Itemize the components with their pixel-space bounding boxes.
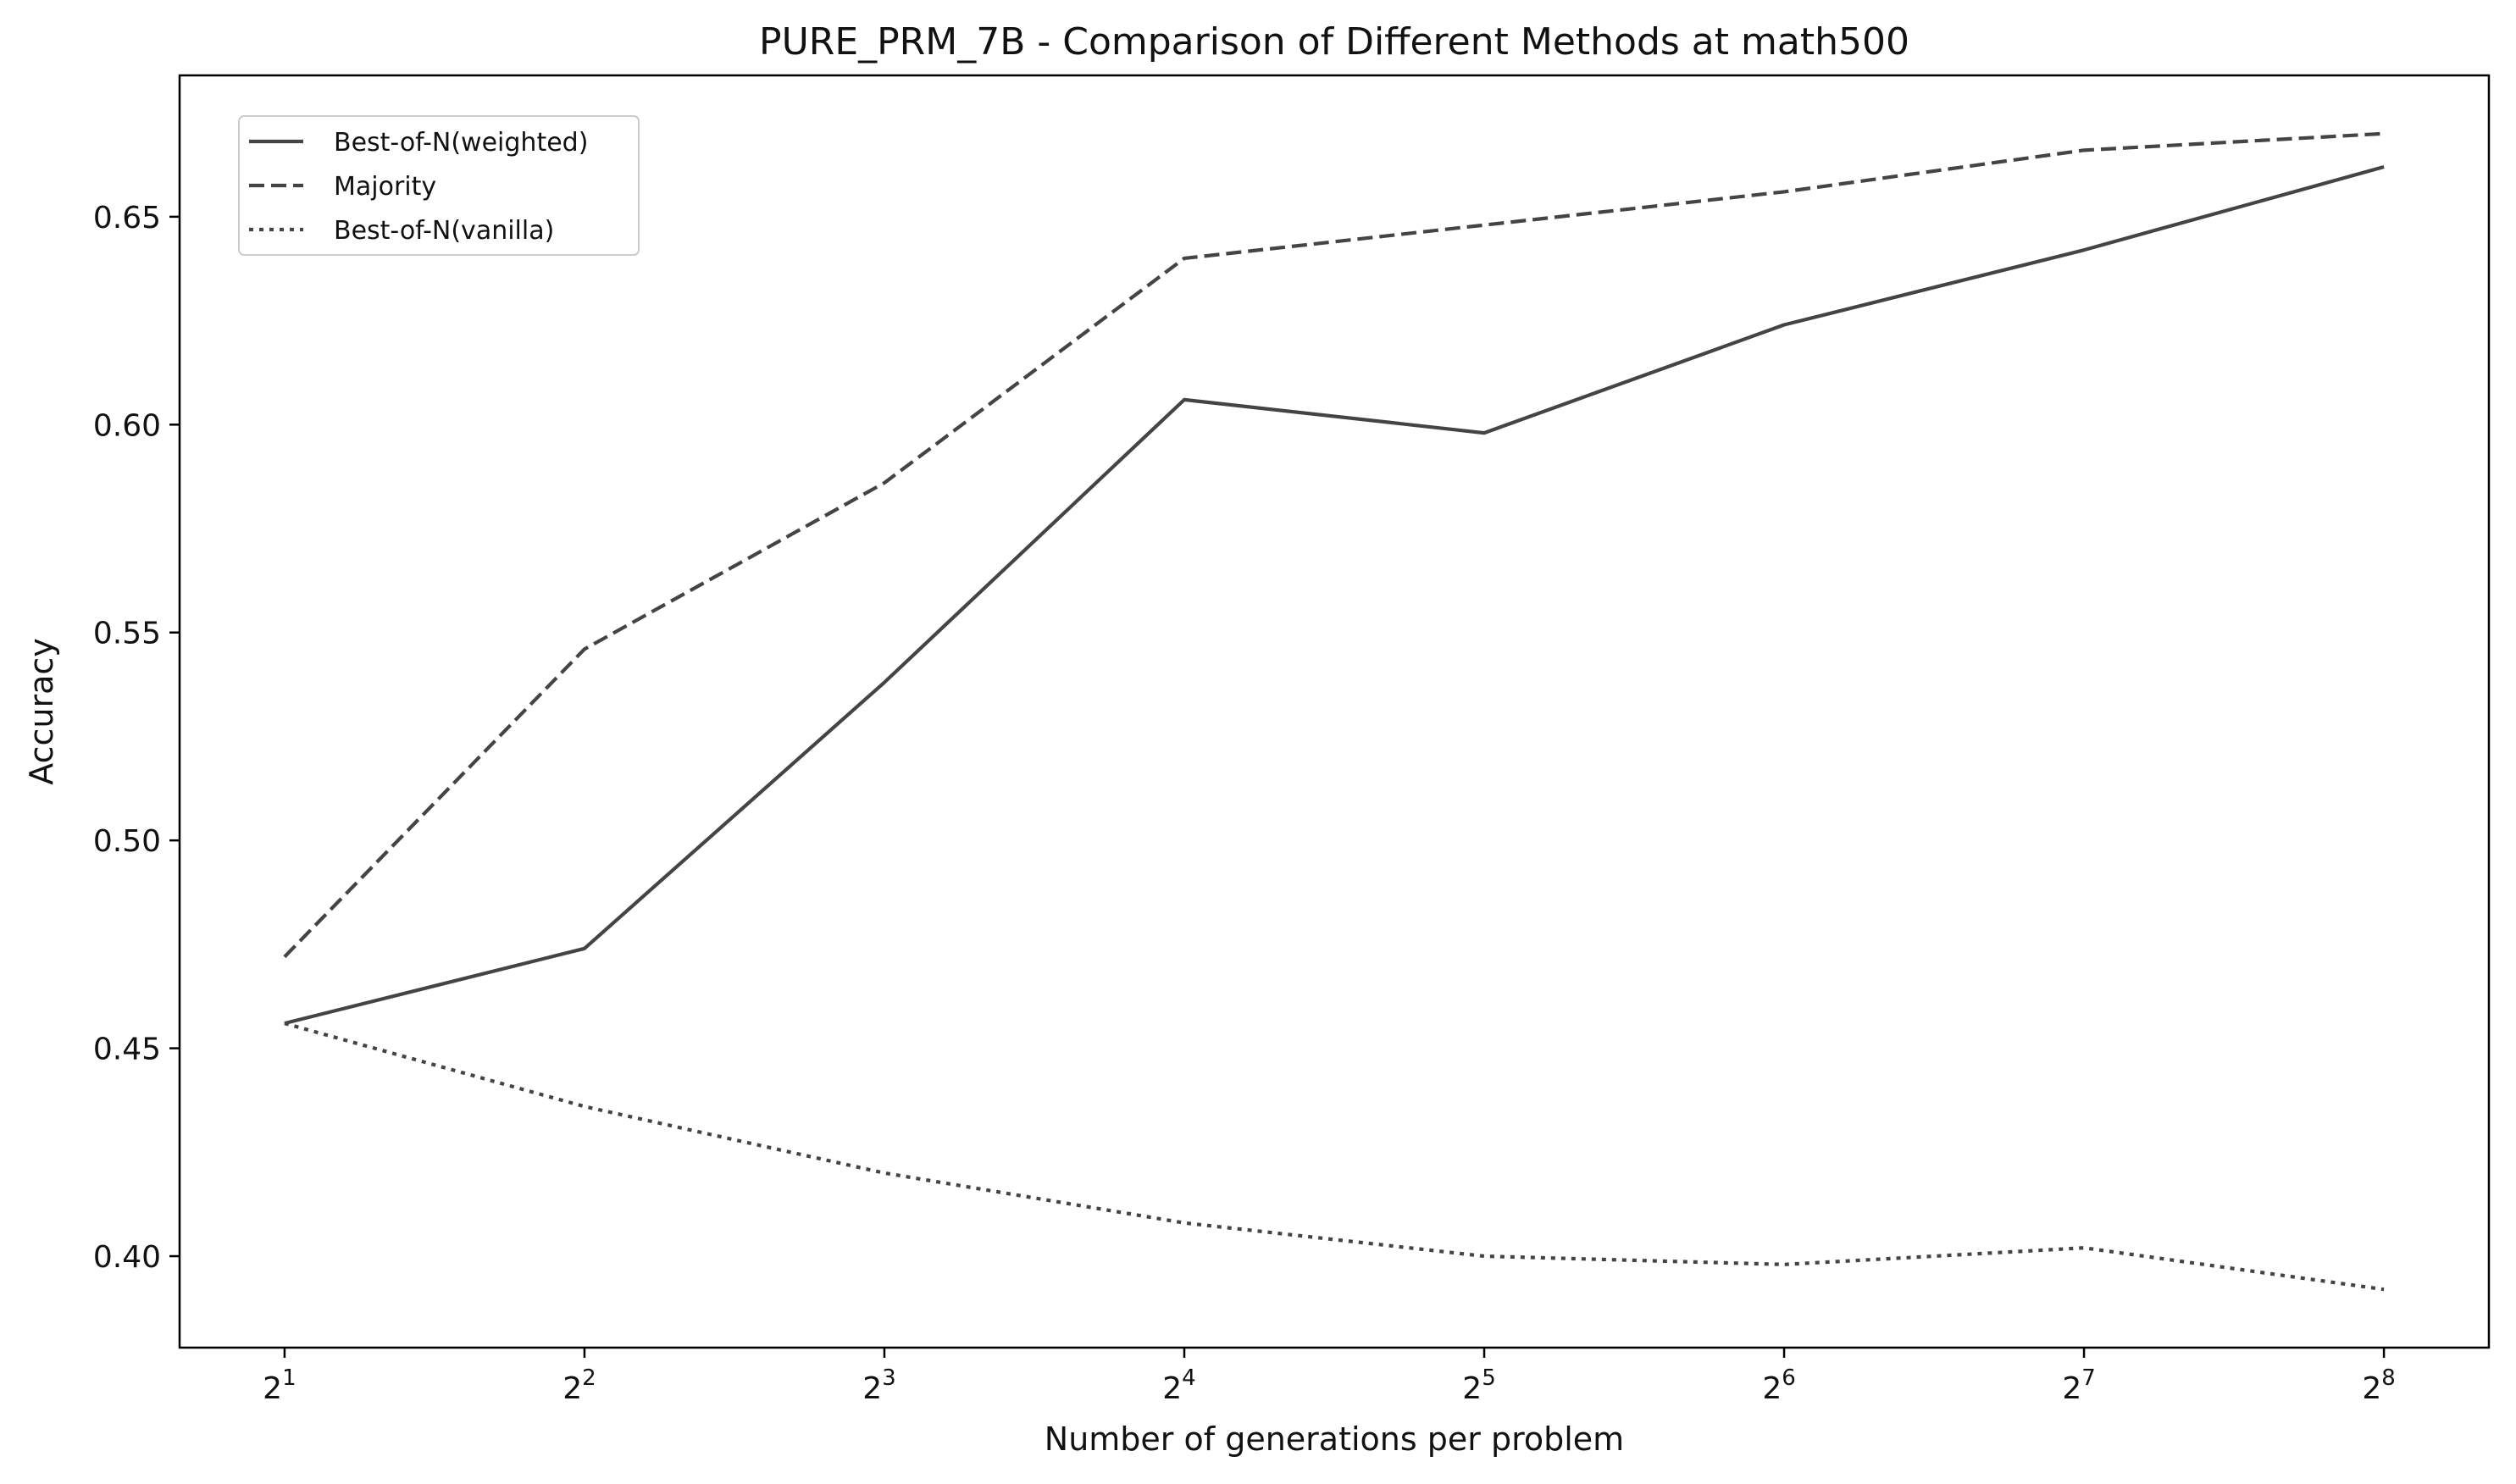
x-tick-label-base: 2 [263, 1371, 282, 1406]
x-tick-label-base: 2 [562, 1371, 582, 1406]
legend-label: Best-of-N(weighted) [334, 128, 588, 158]
x-tick-label-exponent: 8 [2381, 1365, 2396, 1391]
x-tick-label: 27 [2062, 1365, 2095, 1406]
chart-title: PURE_PRM_7B - Comparison of Different Me… [759, 20, 1909, 64]
y-tick-label: 0.40 [93, 1240, 161, 1275]
x-tick-label-exponent: 3 [882, 1365, 896, 1391]
x-tick-label: 24 [1162, 1365, 1195, 1406]
legend-label: Majority [334, 172, 436, 202]
x-tick-label-base: 2 [862, 1371, 882, 1406]
x-tick-label-exponent: 4 [1182, 1365, 1196, 1391]
x-tick-label: 21 [263, 1365, 296, 1406]
x-tick-label: 26 [1762, 1365, 1795, 1406]
x-tick-label-exponent: 1 [282, 1365, 296, 1391]
x-axis-label: Number of generations per problem [1045, 1420, 1624, 1458]
legend-box [238, 115, 640, 256]
x-tick-label-base: 2 [1762, 1371, 1782, 1406]
x-tick-label: 25 [1462, 1365, 1495, 1406]
y-tick-label: 0.55 [93, 617, 161, 651]
x-tick-label-exponent: 6 [1782, 1365, 1796, 1391]
y-tick-label: 0.45 [93, 1033, 161, 1067]
x-tick-label-base: 2 [1162, 1371, 1182, 1406]
x-tick-label: 22 [562, 1365, 596, 1406]
y-tick-label: 0.60 [93, 408, 161, 443]
y-tick-label: 0.65 [93, 201, 161, 235]
x-tick-label: 23 [862, 1365, 895, 1406]
x-tick-label: 28 [2362, 1365, 2395, 1406]
series-line-majority [283, 131, 2385, 959]
y-tick-label: 0.50 [93, 824, 161, 859]
x-tick-label-exponent: 2 [582, 1365, 596, 1391]
plot-frame [178, 74, 2491, 1349]
series-line-best-of-n-weighted [284, 164, 2385, 1026]
x-tick-label-base: 2 [2062, 1371, 2081, 1406]
legend: Best-of-N(weighted) Majority Best-of-N(van… [238, 115, 640, 256]
legend-label: Best-of-N(vanilla) [334, 216, 554, 246]
y-axis-label: Accuracy [23, 638, 60, 785]
x-tick-label-base: 2 [2362, 1371, 2381, 1406]
x-tick-label-base: 2 [1462, 1371, 1482, 1406]
x-tick-label-exponent: 5 [1482, 1365, 1496, 1391]
x-tick-label-exponent: 7 [2081, 1365, 2096, 1391]
series-line-best-of-n-vanilla [284, 1022, 2385, 1292]
